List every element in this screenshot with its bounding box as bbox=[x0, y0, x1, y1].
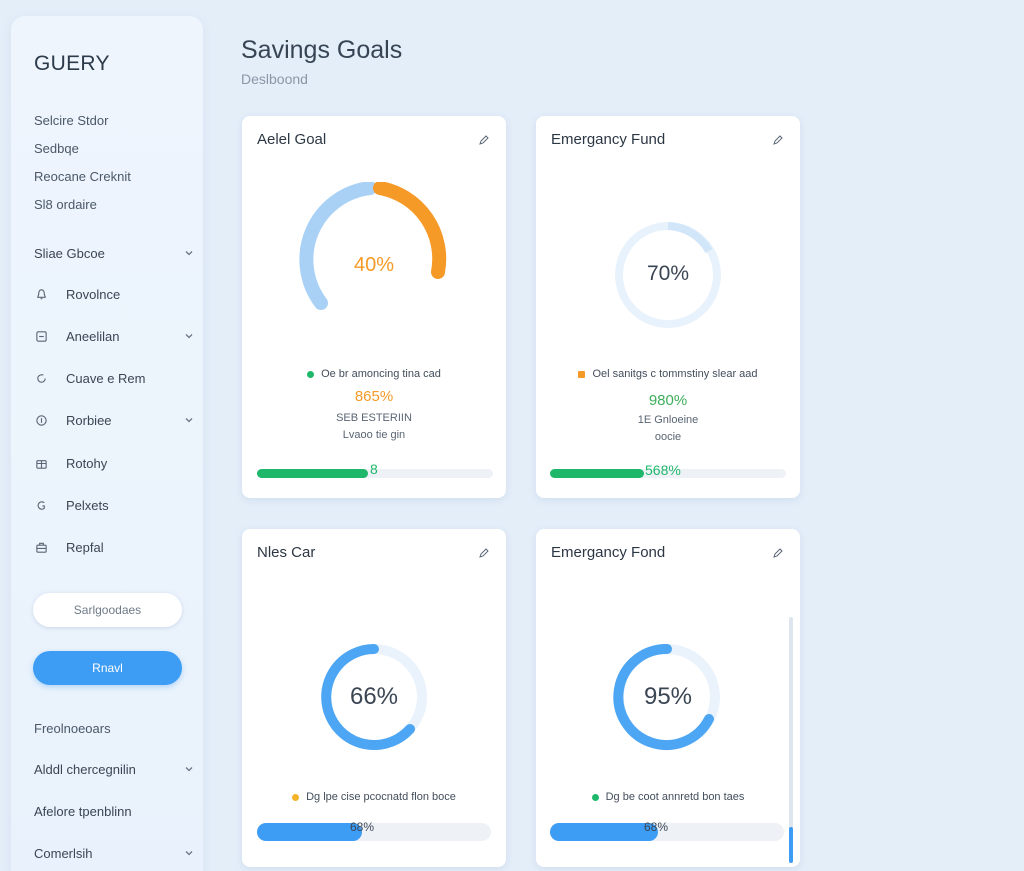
info-icon bbox=[34, 413, 48, 427]
stat-value: 980% bbox=[648, 392, 688, 409]
chevron-down-icon bbox=[185, 767, 193, 772]
stat-line: Lvaoo tie gin bbox=[342, 429, 406, 441]
progress-bar bbox=[257, 823, 491, 841]
stat-line: 1E Gnloeine bbox=[637, 414, 699, 426]
sidebar-item-label: Repfal bbox=[66, 539, 104, 555]
progress-ring bbox=[615, 222, 721, 328]
progress-label: 68% bbox=[350, 820, 375, 834]
primary-button[interactable]: Rnavl bbox=[33, 651, 182, 685]
scrollbar-thumb[interactable] bbox=[789, 827, 793, 863]
progress-ring bbox=[613, 643, 720, 750]
stat-line: oocie bbox=[654, 431, 682, 443]
goal-card[interactable]: Nles Car 66% Dg lpe cise pcocnatd flon b… bbox=[242, 529, 506, 867]
sidebar-item-2[interactable]: Aneelilan bbox=[34, 324, 194, 348]
progress-label: 68% bbox=[644, 820, 669, 834]
breadcrumb: Deslboond bbox=[241, 71, 308, 87]
progress-label: 8 bbox=[370, 461, 378, 477]
sidebar-item-3[interactable]: Cuave e Rem bbox=[34, 366, 194, 390]
sidebar-item-label: Comerlsih bbox=[34, 845, 93, 861]
secondary-button[interactable]: Sarlgoodaes bbox=[33, 593, 182, 627]
card-title: Emergancy Fund bbox=[551, 131, 666, 148]
goal-card[interactable]: Aelel Goal 40% Oe br amoncing tina cad 8… bbox=[242, 116, 506, 498]
sidebar-bottom-item-2[interactable]: Alddl chercegnilin bbox=[34, 757, 194, 781]
sidebar-item-7[interactable]: Repfal bbox=[34, 535, 194, 559]
progress-fill bbox=[257, 469, 368, 478]
legend-dot bbox=[307, 370, 315, 378]
progress-fill bbox=[550, 469, 645, 478]
progress-ring bbox=[321, 644, 427, 750]
page-title: Savings Goals bbox=[241, 36, 403, 64]
legend: Oel sanitgs c tommstiny slear aad bbox=[536, 368, 800, 380]
scrollbar[interactable] bbox=[789, 617, 793, 863]
sidebar-bottom-item-4[interactable]: Comerlsih bbox=[34, 841, 194, 865]
chevron-down-icon bbox=[185, 851, 193, 856]
chevron-down-icon bbox=[185, 251, 193, 256]
edit-icon[interactable] bbox=[772, 134, 784, 146]
sidebar: GUERY Selcire Stdor Sedbqe Reocane Crekn… bbox=[11, 16, 203, 871]
chevron-down-icon bbox=[185, 334, 193, 339]
sidebar-item-label: Cuave e Rem bbox=[66, 370, 146, 386]
progress-value: 70% bbox=[646, 262, 690, 285]
sidebar-item-4[interactable]: Rorbiee bbox=[34, 408, 194, 432]
progress-value: 95% bbox=[643, 683, 693, 710]
box-icon bbox=[34, 456, 48, 470]
legend: Dg be coot annretd bon taes bbox=[536, 791, 800, 803]
sidebar-link-4[interactable]: Sl8 ordaire bbox=[34, 197, 97, 212]
legend-text: Dg lpe cise pcocnatd flon boce bbox=[306, 791, 456, 803]
progress-label: 568% bbox=[645, 462, 681, 478]
sidebar-item-6[interactable]: Pelxets bbox=[34, 493, 194, 517]
sidebar-link-2[interactable]: Sedbqe bbox=[34, 141, 79, 156]
sidebar-item-label: Alddl chercegnilin bbox=[34, 761, 136, 777]
sidebar-link-1[interactable]: Selcire Stdor bbox=[34, 113, 109, 128]
legend-text: Oel sanitgs c tommstiny slear aad bbox=[592, 368, 758, 380]
stat-value: 865% bbox=[354, 388, 394, 405]
progress-bar bbox=[550, 823, 784, 841]
sidebar-bottom-item-3[interactable]: Afelore tpenblinn bbox=[34, 799, 194, 823]
progress-value: 40% bbox=[353, 254, 395, 276]
sidebar-link-3[interactable]: Reocane Creknit bbox=[34, 169, 131, 184]
progress-fill bbox=[257, 823, 363, 841]
chevron-down-icon bbox=[185, 418, 193, 423]
cycle-icon bbox=[34, 371, 48, 385]
stat-line: SEB ESTERIIN bbox=[336, 412, 412, 424]
card-title: Aelel Goal bbox=[257, 131, 327, 148]
card-title: Emergancy Fond bbox=[551, 544, 666, 561]
legend-dot bbox=[591, 793, 599, 801]
goal-card[interactable]: Emergancy Fond 95% Dg be coot annretd bo… bbox=[536, 529, 800, 867]
square-icon bbox=[34, 329, 48, 343]
edit-icon[interactable] bbox=[478, 134, 490, 146]
bell-icon bbox=[34, 287, 48, 301]
goal-card[interactable]: Emergancy Fund 70% Oel sanitgs c tommsti… bbox=[536, 116, 800, 498]
sidebar-item-label: Rorbiee bbox=[66, 412, 112, 428]
legend: Dg lpe cise pcocnatd flon boce bbox=[242, 791, 506, 803]
sidebar-item-1[interactable]: Rovolnce bbox=[34, 282, 194, 306]
sidebar-section-toggle[interactable]: Sliae Gbcoe bbox=[34, 241, 194, 265]
legend-dot bbox=[292, 793, 300, 801]
edit-icon[interactable] bbox=[478, 547, 490, 559]
edit-icon[interactable] bbox=[772, 547, 784, 559]
progress-bar bbox=[550, 469, 786, 478]
legend-text: Oe br amoncing tina cad bbox=[321, 368, 441, 380]
sidebar-item-label: Pelxets bbox=[66, 497, 109, 513]
sidebar-bottom-link-1[interactable]: Freolnoeoars bbox=[34, 721, 111, 736]
briefcase-icon bbox=[34, 540, 48, 554]
legend: Oe br amoncing tina cad bbox=[242, 368, 506, 380]
sidebar-section-label: Sliae Gbcoe bbox=[34, 245, 105, 261]
legend-text: Dg be coot annretd bon taes bbox=[605, 791, 745, 803]
sidebar-item-label: Afelore tpenblinn bbox=[34, 803, 132, 819]
brand-logo: GUERY bbox=[34, 52, 110, 75]
progress-bar bbox=[257, 469, 493, 478]
tag-icon bbox=[34, 498, 48, 512]
card-title: Nles Car bbox=[257, 544, 316, 561]
sidebar-item-label: Rotohy bbox=[66, 455, 108, 471]
progress-fill bbox=[550, 823, 658, 841]
sidebar-item-label: Rovolnce bbox=[66, 286, 121, 302]
legend-square bbox=[578, 370, 586, 378]
progress-value: 66% bbox=[349, 683, 399, 710]
sidebar-item-label: Aneelilan bbox=[66, 328, 120, 344]
progress-ring bbox=[299, 182, 447, 310]
sidebar-item-5[interactable]: Rotohy bbox=[34, 451, 194, 475]
